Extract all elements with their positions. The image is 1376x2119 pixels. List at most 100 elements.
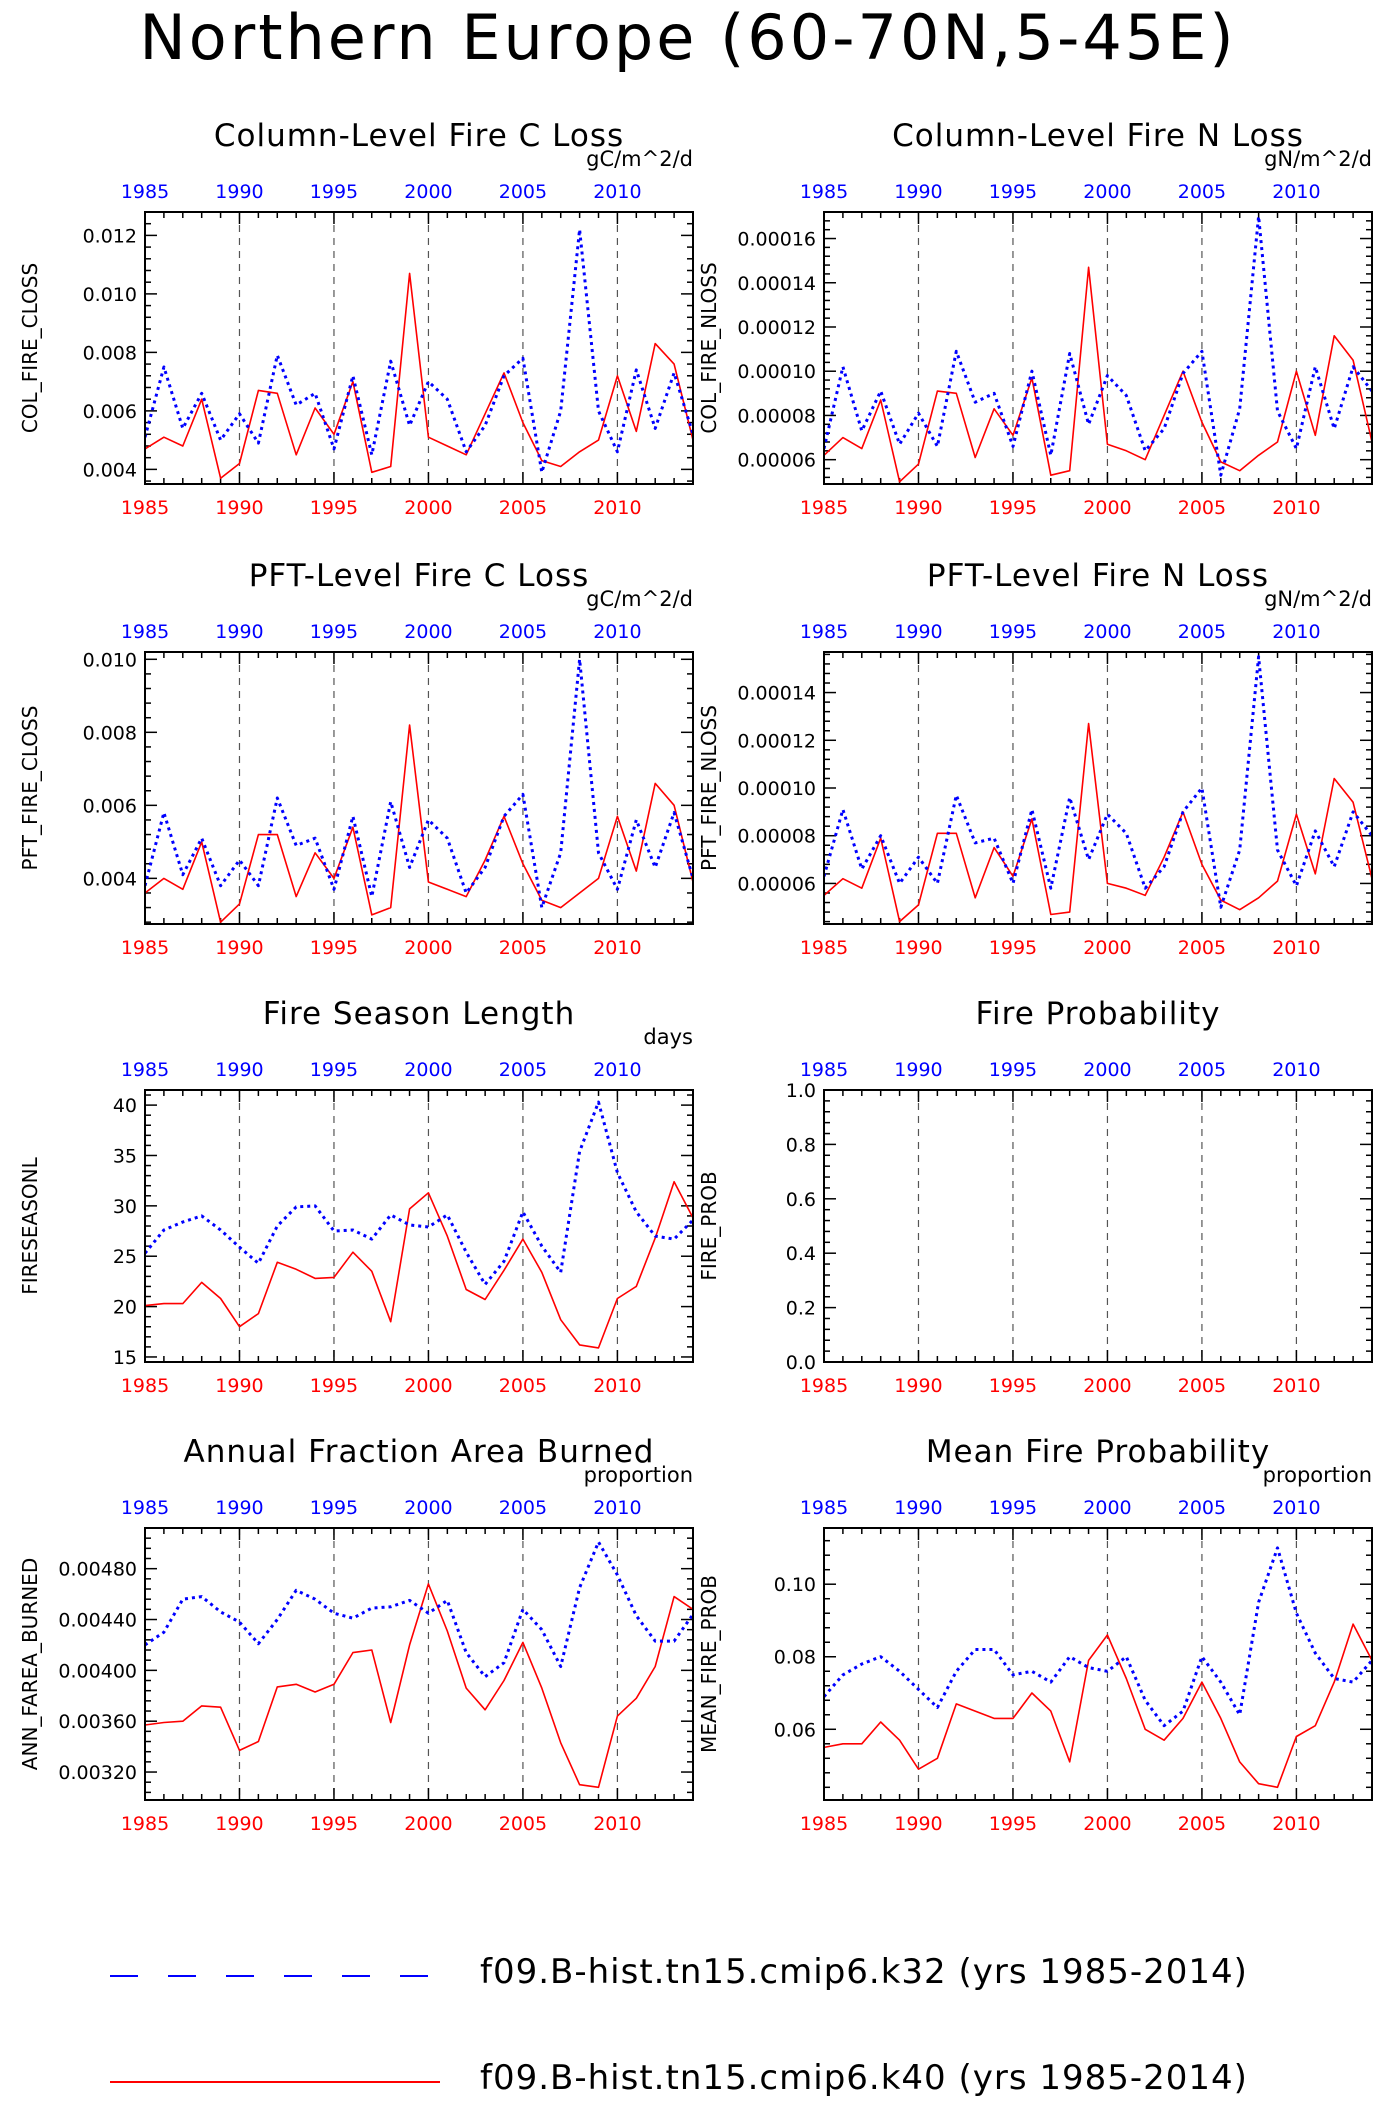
units-label: gN/m^2/d <box>1264 587 1372 611</box>
series-line-k32 <box>824 214 1372 477</box>
x-tick-label-top: 2000 <box>1083 1059 1131 1081</box>
panel-fire-prob: Fire Probability 0.0 0.2 0.4 0.6 0.8 1.0 1985 19… <box>674 980 1376 1422</box>
x-tick-label-bottom: 2010 <box>1272 937 1320 959</box>
x-tick-label-top: 2005 <box>1178 621 1226 643</box>
plot-frame <box>823 651 1373 925</box>
y-tick-label: 0.010 <box>83 284 137 306</box>
x-tick-label-top: 1985 <box>800 1497 848 1519</box>
x-tick-label-bottom: 1990 <box>894 937 942 959</box>
x-tick-label-bottom: 2005 <box>499 1375 547 1397</box>
y-tick-label: 0.006 <box>83 401 137 423</box>
units-label: gC/m^2/d <box>586 147 693 171</box>
x-tick-label-top: 1990 <box>215 1059 263 1081</box>
legend-label-k40: f09.B-hist.tn15.cmip6.k40 (yrs 1985-2014… <box>480 2058 1248 2098</box>
y-tick-label: 15 <box>113 1347 137 1369</box>
x-tick-label-top: 2010 <box>593 1497 641 1519</box>
y-tick-label: 0.8 <box>786 1134 816 1156</box>
y-tick-label: 0.00014 <box>737 273 816 295</box>
chart-fire-prob: Fire Probability0.00.20.40.60.81.0198519… <box>697 996 1373 1397</box>
panel-col-fire-closs: Column-Level Fire C Loss gC/m^2/d 0.004 0.0… <box>0 102 703 544</box>
series-line-k32 <box>145 1540 693 1679</box>
y-tick-label: 0.00320 <box>58 1762 137 1784</box>
chart-title: Annual Fraction Area Burned <box>184 1434 655 1470</box>
x-tick-label-top: 2005 <box>499 621 547 643</box>
y-tick-label: 35 <box>113 1145 137 1167</box>
y-tick-label: 0.00010 <box>737 361 816 383</box>
y-tick-label: 0.012 <box>83 225 137 247</box>
x-tick-label-bottom: 1990 <box>894 1813 942 1835</box>
y-tick-label: 0.4 <box>786 1243 816 1265</box>
y-tick-label: 0.10 <box>774 1574 816 1596</box>
chart-title: PFT-Level Fire N Loss <box>927 558 1269 594</box>
x-tick-label-top: 2000 <box>404 621 452 643</box>
y-tick-label: 0.006 <box>83 795 137 817</box>
x-tick-label-bottom: 2010 <box>1272 1813 1320 1835</box>
y-axis-label: PFT_FIRE_NLOSS <box>697 705 721 871</box>
x-tick-label-top: 2000 <box>404 181 452 203</box>
chart-title: Column-Level Fire C Loss <box>214 118 624 154</box>
x-tick-label-bottom: 2010 <box>593 937 641 959</box>
x-tick-label-bottom: 1995 <box>310 1375 358 1397</box>
y-axis-label: ANN_FAREA_BURNED <box>18 1558 42 1770</box>
x-tick-label-bottom: 1985 <box>121 937 169 959</box>
x-tick-label-top: 1990 <box>894 1059 942 1081</box>
x-tick-label-bottom: 2000 <box>1083 497 1131 519</box>
x-tick-label-top: 1995 <box>310 1059 358 1081</box>
x-tick-label-bottom: 2005 <box>1178 1813 1226 1835</box>
y-tick-label: 0.00008 <box>737 405 816 427</box>
x-tick-label-bottom: 1995 <box>989 497 1037 519</box>
x-tick-label-bottom: 2010 <box>593 497 641 519</box>
chart-title: Fire Season Length <box>263 996 575 1032</box>
x-tick-label-bottom: 1990 <box>215 1813 263 1835</box>
y-axis-label: MEAN_FIRE_PROB <box>697 1575 721 1753</box>
x-tick-label-bottom: 2000 <box>404 1375 452 1397</box>
y-tick-label: 0.00480 <box>58 1559 137 1581</box>
panel-col-fire-nloss: Column-Level Fire N Loss gN/m^2/d 0.00006 0… <box>674 102 1376 544</box>
x-tick-label-top: 1995 <box>310 621 358 643</box>
x-tick-label-bottom: 2000 <box>1083 1813 1131 1835</box>
x-tick-label-bottom: 2010 <box>1272 1375 1320 1397</box>
x-tick-label-bottom: 1990 <box>894 1375 942 1397</box>
x-tick-label-top: 1985 <box>121 621 169 643</box>
x-tick-label-top: 1995 <box>310 1497 358 1519</box>
series-line-k32 <box>824 1546 1372 1728</box>
x-tick-label-top: 2010 <box>1272 621 1320 643</box>
chart-title: Fire Probability <box>975 996 1220 1032</box>
series-line-k40 <box>824 1623 1372 1789</box>
x-tick-label-bottom: 1995 <box>310 497 358 519</box>
panel-pft-fire-nloss: PFT-Level Fire N Loss gN/m^2/d 0.00006 0.00… <box>674 542 1376 984</box>
page-title: Northern Europe (60-70N,5-45E) <box>139 1 1237 74</box>
series-line-k32 <box>145 1100 693 1286</box>
y-tick-label: 0.00010 <box>737 778 816 800</box>
x-tick-label-bottom: 1985 <box>800 1813 848 1835</box>
x-tick-label-top: 2000 <box>1083 621 1131 643</box>
y-tick-label: 1.0 <box>786 1080 816 1102</box>
y-tick-label: 0.0 <box>786 1352 816 1374</box>
x-tick-label-top: 1985 <box>800 621 848 643</box>
x-tick-label-top: 1995 <box>310 181 358 203</box>
x-tick-label-top: 1995 <box>989 1059 1037 1081</box>
x-tick-label-top: 1985 <box>800 181 848 203</box>
y-tick-label: 0.06 <box>774 1719 816 1741</box>
series-line-k40 <box>145 1583 693 1789</box>
legend-swatch-k32 <box>110 1975 440 1977</box>
series-line-k40 <box>824 266 1372 483</box>
plot-frame <box>144 651 694 925</box>
y-tick-label: 0.00012 <box>737 730 816 752</box>
x-tick-label-bottom: 1990 <box>215 937 263 959</box>
series-line-k40 <box>145 1180 693 1349</box>
series-line-k40 <box>145 272 693 480</box>
x-tick-label-top: 1985 <box>121 181 169 203</box>
x-tick-label-top: 1990 <box>215 1497 263 1519</box>
chart-title: Mean Fire Probability <box>926 1434 1270 1470</box>
y-tick-label: 0.00016 <box>737 229 816 251</box>
y-tick-label: 0.6 <box>786 1189 816 1211</box>
x-tick-label-bottom: 2005 <box>1178 497 1226 519</box>
series-line-k32 <box>824 655 1372 909</box>
x-tick-label-bottom: 1985 <box>800 1375 848 1397</box>
x-tick-label-top: 1990 <box>215 621 263 643</box>
x-tick-label-bottom: 2010 <box>593 1813 641 1835</box>
y-tick-label: 0.00400 <box>58 1660 137 1682</box>
